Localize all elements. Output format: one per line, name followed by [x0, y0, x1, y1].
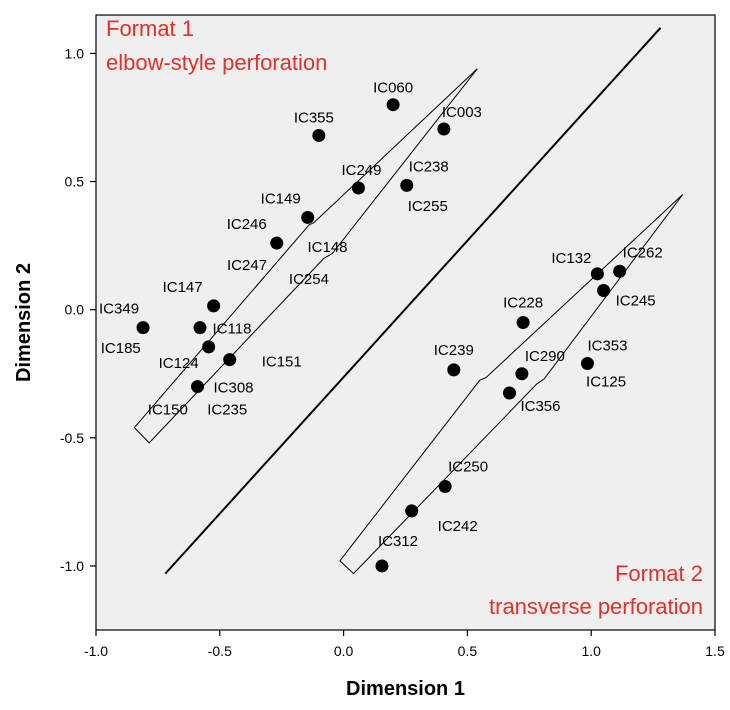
point-label-ic147: IC147 [163, 279, 203, 296]
x-axis-title: Dimension 1 [346, 678, 465, 700]
point-label-ic149: IC149 [261, 190, 301, 207]
point-ic356 [502, 386, 516, 400]
point-ic262 [613, 264, 627, 278]
point-ic124 [202, 340, 216, 354]
point-ic149 [301, 210, 315, 224]
point-ic308 [191, 380, 205, 394]
point-label-ic151: IC151 [262, 354, 302, 371]
x-tick-label: -0.5 [208, 643, 232, 659]
annotation-format-2-subtitle: transverse perforation [489, 594, 703, 619]
x-tick-label: 1.0 [581, 643, 601, 659]
point-ic003 [437, 122, 451, 136]
annotation-format-1-subtitle: elbow-style perforation [106, 50, 327, 75]
point-label-ic242: IC242 [438, 518, 478, 535]
point-label-ic353: IC353 [587, 338, 627, 355]
point-label-ic150: IC150 [148, 402, 188, 419]
point-ic353 [580, 357, 594, 370]
point-label-ic148: IC148 [307, 239, 347, 256]
point-label-ic245: IC245 [616, 292, 656, 309]
point-ic245 [597, 283, 611, 297]
x-tick-label: 1.5 [705, 643, 725, 659]
point-label-ic262: IC262 [623, 244, 663, 261]
point-label-ic246: IC246 [227, 216, 267, 233]
y-axis-title: Dimension 2 [13, 263, 35, 382]
point-label-ic255: IC255 [408, 198, 448, 215]
point-label-ic355: IC355 [294, 109, 334, 126]
x-tick-label: 0.0 [334, 643, 354, 659]
point-label-ic228: IC228 [503, 295, 543, 312]
point-ic118 [193, 321, 207, 335]
annotation-format-2-title: Format 2 [615, 561, 703, 586]
point-ic060 [386, 98, 400, 112]
point-label-ic235: IC235 [207, 402, 247, 419]
point-label-ic254: IC254 [289, 271, 329, 288]
point-label-ic185: IC185 [101, 340, 141, 357]
y-tick-label: 0.5 [65, 174, 85, 190]
point-label-ic308: IC308 [214, 380, 254, 397]
point-label-ic125: IC125 [586, 373, 626, 390]
format-1-arrow [133, 68, 478, 444]
point-ic312 [375, 559, 389, 573]
point-ic239 [447, 363, 461, 377]
point-label-ic003: IC003 [442, 104, 482, 121]
point-ic228 [516, 316, 530, 329]
point-ic246 [270, 236, 284, 250]
point-ic349 [136, 321, 150, 335]
y-tick-label: 1.0 [65, 45, 85, 61]
point-label-ic249: IC249 [341, 162, 381, 179]
divider-line [164, 27, 662, 575]
point-label-ic356: IC356 [520, 398, 560, 415]
point-label-ic132: IC132 [551, 250, 591, 267]
point-label-ic124: IC124 [159, 355, 199, 372]
point-label-ic290: IC290 [525, 348, 565, 365]
point-label-ic312: IC312 [378, 533, 418, 550]
y-tick-label: -1.0 [60, 558, 84, 574]
annotation-format-2: Format 2 transverse perforation [489, 561, 703, 619]
format-2-arrow [339, 194, 684, 575]
point-label-ic349: IC349 [99, 301, 139, 318]
point-ic242 [405, 504, 419, 518]
point-label-ic060: IC060 [373, 80, 413, 97]
point-ic147 [207, 299, 221, 313]
point-ic249 [351, 181, 365, 195]
x-tick-label: 0.5 [458, 643, 478, 659]
point-label-ic239: IC239 [434, 342, 474, 359]
point-label-ic250: IC250 [448, 459, 488, 476]
annotation-format-1: Format 1 elbow-style perforation [106, 16, 327, 75]
x-tick-label: -1.0 [84, 643, 108, 659]
point-ic290 [515, 367, 529, 381]
point-ic250 [438, 480, 452, 493]
point-ic238 [400, 178, 414, 192]
point-label-ic118: IC118 [213, 321, 252, 338]
point-ic132 [590, 267, 604, 281]
y-tick-label: -0.5 [60, 430, 84, 446]
point-ic151 [223, 353, 237, 367]
point-ic355 [312, 128, 326, 142]
y-tick-label: 0.0 [65, 302, 85, 318]
annotation-format-1-title: Format 1 [106, 16, 194, 41]
point-label-ic247: IC247 [227, 257, 267, 274]
point-label-ic238: IC238 [409, 158, 449, 175]
